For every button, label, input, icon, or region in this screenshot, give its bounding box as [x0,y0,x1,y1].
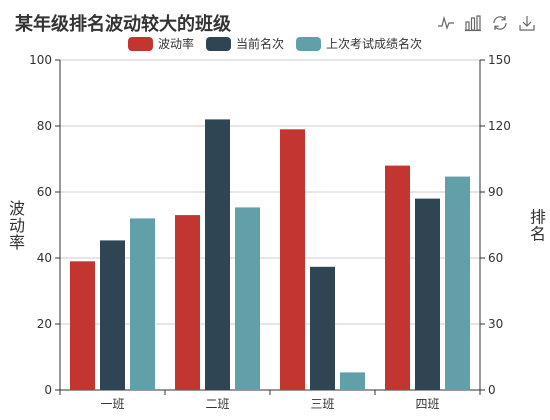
legend-item-volatility[interactable]: 波动率 [127,35,194,52]
y-right-tick-label: 120 [488,119,511,133]
bar[interactable] [385,165,410,390]
bar[interactable] [280,129,305,391]
y-left-axis-label: 波动率 [9,199,25,252]
x-tick-label: 三班 [310,397,334,411]
x-tick-label: 一班 [100,397,124,411]
y-left-tick-label: 0 [44,383,52,397]
y-right-tick-label: 30 [488,317,503,331]
bar[interactable] [70,261,95,390]
line-chart-icon[interactable] [437,14,455,32]
bar[interactable] [100,240,125,390]
bar[interactable] [205,119,230,391]
legend-label: 波动率 [157,37,194,51]
legend-swatch [296,36,321,51]
y-right-axis-label: 排名 [530,208,546,244]
bar[interactable] [310,266,335,390]
download-icon[interactable] [518,14,536,32]
legend: 波动率 当前名次 上次考试成绩名次 [0,35,550,52]
legend-label: 上次考试成绩名次 [326,37,423,51]
bar[interactable] [415,198,440,390]
y-left-tick-label: 100 [29,53,52,67]
legend-swatch [127,36,153,51]
bar[interactable] [130,218,155,390]
y-right-tick-label: 60 [488,251,503,265]
bar[interactable] [175,215,200,390]
bar-chart-icon[interactable] [464,14,482,32]
x-tick-label: 二班 [205,397,229,411]
legend-item-previous-rank[interactable]: 上次考试成绩名次 [296,35,422,52]
toolbox [437,14,536,32]
x-tick-label: 四班 [415,397,439,411]
y-left-tick-label: 40 [37,251,52,265]
chart-title: 某年级排名波动较大的班级 [15,14,231,35]
bar[interactable] [445,176,470,390]
restore-icon[interactable] [491,14,509,32]
y-right-tick-label: 0 [488,383,496,397]
legend-swatch [205,36,231,51]
y-right-tick-label: 150 [488,53,511,67]
bar[interactable] [235,207,260,390]
y-left-tick-label: 80 [37,119,52,133]
y-right-tick-label: 90 [488,185,503,199]
legend-item-current-rank[interactable]: 当前名次 [205,35,284,52]
legend-label: 当前名次 [235,37,284,51]
y-left-tick-label: 60 [37,185,52,199]
bar[interactable] [340,372,365,390]
y-left-tick-label: 20 [37,317,52,331]
